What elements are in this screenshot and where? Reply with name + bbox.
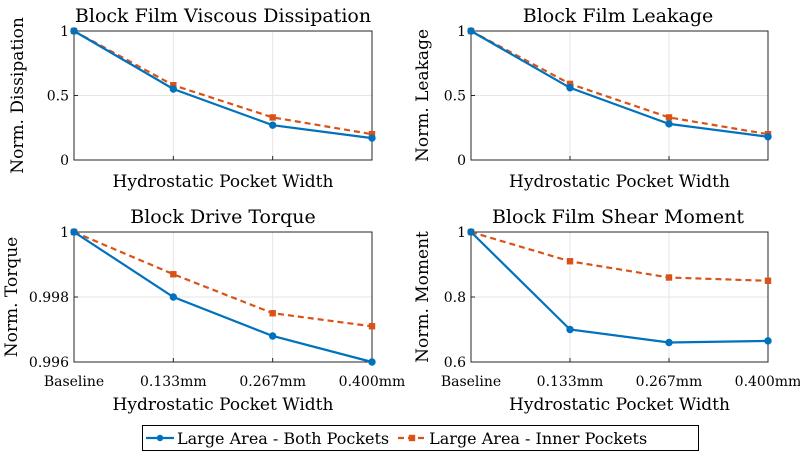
y-tick-label: 0.6 <box>444 355 466 371</box>
y-tick-label: 1 <box>457 225 466 241</box>
data-point-inner-pockets <box>665 274 673 281</box>
y-tick-label: 1 <box>60 24 69 40</box>
y-tick-label: 0 <box>457 153 466 169</box>
series-line-inner-pockets <box>470 230 769 282</box>
data-point-both-pockets <box>268 332 277 340</box>
series-line-inner-pockets <box>73 30 373 136</box>
data-point-both-pockets <box>368 358 376 366</box>
x-tick-label: Baseline <box>44 374 104 390</box>
series-line-inner-pockets <box>470 30 769 136</box>
y-tick-label: 0 <box>60 153 69 169</box>
subplot-4: 0.6 0.8 1 Baseline 0.133mm 0.267mm 0.400mm Bloc… <box>413 206 800 415</box>
x-tick-label: Baseline <box>441 374 501 390</box>
data-point-both-pockets <box>169 293 178 301</box>
y-tick-label: 0.5 <box>444 89 466 105</box>
data-point-inner-pockets <box>566 258 574 265</box>
y-tick-label: 0.996 <box>29 355 69 371</box>
data-point-both-pockets <box>169 85 178 93</box>
data-point-both-pockets <box>268 121 277 129</box>
series-line-inner-pockets <box>73 230 373 328</box>
data-point-inner-pockets <box>170 81 177 89</box>
legend-label: Large Area - Inner Pockets <box>429 428 648 448</box>
data-point-both-pockets <box>665 120 673 128</box>
data-point-inner-pockets <box>665 114 673 121</box>
plot-title: Block Film Shear Moment <box>492 206 744 228</box>
x-axis-label: Hydrostatic Pocket Width <box>509 395 730 415</box>
data-point-inner-pockets <box>269 114 276 121</box>
series-line-both-pockets <box>470 231 769 344</box>
plot-title: Block Film Viscous Dissipation <box>75 5 371 27</box>
subplot-2: 0 0.5 1 Block Film Leakage Hydrostatic Pocke… <box>413 5 772 192</box>
data-point-inner-pockets <box>566 80 574 88</box>
data-point-both-pockets <box>368 134 376 142</box>
legend-marker <box>156 434 164 442</box>
legend-marker <box>408 434 416 442</box>
series-line-both-pockets <box>73 30 373 140</box>
plot-title: Block Drive Torque <box>130 206 315 228</box>
data-point-both-pockets <box>566 84 574 92</box>
y-axis-label: Norm. Moment <box>413 231 433 363</box>
series-line-both-pockets <box>73 231 373 364</box>
data-point-both-pockets <box>467 228 475 236</box>
legend-label: Large Area - Both Pockets <box>177 428 390 448</box>
data-point-inner-pockets <box>368 131 376 138</box>
x-axis-label: Hydrostatic Pocket Width <box>113 172 334 192</box>
legend-swatch-inner-pockets <box>398 434 427 442</box>
legend: Large Area - Both Pockets Large Area - In… <box>142 425 699 451</box>
y-tick-label: 1 <box>457 24 466 40</box>
data-point-both-pockets <box>665 338 673 347</box>
subplot-1: 0 0.5 1 Block Film Viscous Dissipation Hydro… <box>8 5 376 192</box>
x-axis-label: Hydrostatic Pocket Width <box>113 395 334 415</box>
subplot-3: 0.996 0.998 1 Baseline 0.133mm 0.267mm 0.400mm… <box>2 206 405 415</box>
x-tick-label: 0.400mm <box>735 374 800 390</box>
y-axis-label: Norm. Torque <box>2 237 22 357</box>
legend-entry: Large Area - Both Pockets <box>143 429 389 448</box>
data-point-inner-pockets <box>269 310 276 317</box>
plot-title: Block Film Leakage <box>523 5 714 27</box>
y-axis-label: Norm. Leakage <box>413 29 433 162</box>
x-axis-label: Hydrostatic Pocket Width <box>509 172 730 192</box>
data-point-both-pockets <box>70 27 78 35</box>
x-tick-label: 0.267mm <box>636 374 703 390</box>
y-tick-label: 0.8 <box>444 290 466 306</box>
y-tick-label: 0.998 <box>29 290 69 306</box>
x-tick-label: 0.400mm <box>339 374 406 390</box>
y-tick-label: 1 <box>60 225 69 241</box>
data-point-inner-pockets <box>368 323 376 330</box>
y-tick-label: 0.5 <box>47 89 69 105</box>
series-line-both-pockets <box>470 30 769 138</box>
y-axis-label: Norm. Dissipation <box>8 17 28 174</box>
data-point-both-pockets <box>764 133 772 141</box>
legend-entry: Large Area - Inner Pockets <box>395 429 647 448</box>
x-tick-label: 0.133mm <box>537 374 604 390</box>
data-point-both-pockets <box>467 27 475 35</box>
data-point-both-pockets <box>764 337 772 345</box>
x-tick-label: 0.267mm <box>239 374 306 390</box>
data-point-inner-pockets <box>170 271 177 278</box>
data-point-both-pockets <box>566 325 574 334</box>
data-point-both-pockets <box>70 228 78 236</box>
legend-swatch-both-pockets <box>146 434 174 442</box>
x-tick-label: 0.133mm <box>140 374 207 390</box>
data-point-inner-pockets <box>764 277 772 284</box>
